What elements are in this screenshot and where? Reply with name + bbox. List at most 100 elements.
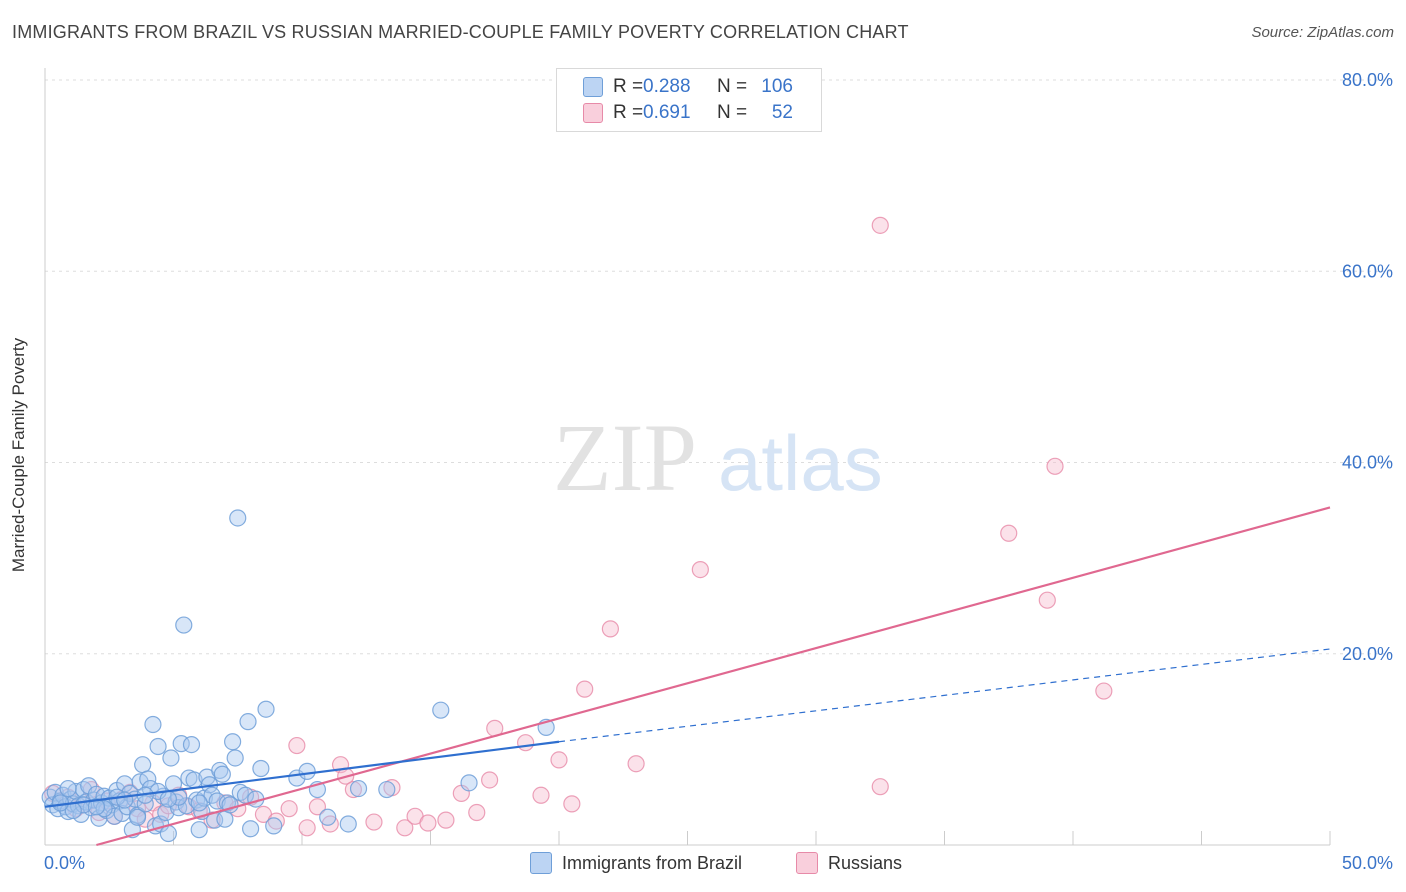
russians-point [871,216,889,234]
russians-point [516,734,535,752]
russians-point [532,786,550,804]
watermark-atlas: atlas [718,419,883,507]
legend-n-label: N = [717,76,748,97]
bottom-legend-brazil: Immigrants from Brazil [530,852,742,874]
brazil-point [298,762,316,780]
brazil-point [51,794,70,812]
tick-labels: 20.0% 40.0% 60.0% 80.0% 0.0% 50.0% [44,70,1393,873]
watermark-zip: ZIP [553,404,697,511]
y-tick-label: 60.0% [1342,261,1393,281]
brazil-point [242,820,260,838]
brazil-point [257,700,275,718]
brazil-point [460,774,478,792]
russians-point [1095,682,1113,700]
brazil-point [349,779,368,798]
legend-r-label: R = [613,102,644,123]
russians-point [267,812,285,830]
source-label: Source: ZipAtlas.com [1251,24,1394,41]
legend-r-label: R = [613,76,644,97]
russians-points [44,216,1113,837]
legend-swatch-blue [583,77,603,97]
brazil-point [136,795,154,813]
gridlines [45,79,1395,655]
brazil-point [190,794,208,812]
legend-swatch-pink [583,103,603,123]
russians-point [691,560,709,579]
brazil-trend-line [44,740,560,808]
russians-point [298,819,316,837]
brazil-point [157,803,175,822]
axes [44,68,1331,846]
brazil-point [144,715,162,734]
russians-point [396,819,414,837]
y-tick-label: 80.0% [1342,70,1393,90]
russians-point [288,736,306,755]
watermark: ZIP atlas [553,404,883,511]
brazil-trend-extension [558,648,1331,743]
russians-point [550,751,568,769]
brazil-point [182,735,201,754]
brazil-point [224,733,242,751]
chart-title: IMMIGRANTS FROM BRAZIL VS RUSSIAN MARRIE… [12,22,909,42]
brazil-point [190,821,208,839]
russians-point [280,800,298,818]
brazil-point [432,701,450,719]
legend-n-label: N = [717,102,748,123]
russians-point [419,814,437,832]
legend-n-value: 52 [771,102,793,123]
brazil-point [339,815,357,833]
russians-point [1038,591,1056,609]
russians-point [365,813,383,831]
brazil-points [41,509,555,843]
legend-n-value: 106 [761,76,793,97]
brazil-point [134,756,152,774]
brazil-point [226,749,244,767]
russians-point [627,755,645,773]
y-axis-label: Married-Couple Family Poverty [9,337,28,573]
legend-row-russians: R = 0.691 N = 52 [583,101,793,125]
brazil-point [116,791,134,809]
legend-r-value: 0.288 [643,76,691,97]
bottom-swatch-pink [796,852,818,874]
brazil-point [231,783,249,802]
russians-point [437,811,455,829]
bottom-swatch-blue [530,852,552,874]
x-tick-label: 50.0% [1342,853,1393,873]
russians-point [308,798,327,816]
brazil-point [208,792,226,810]
brazil-point [239,713,257,731]
legend-row-brazil: R = 0.288 N = 106 [583,75,793,99]
x-tick-label: 0.0% [44,853,85,873]
brazil-point [87,798,106,816]
brazil-point [252,759,270,778]
russians-point [576,680,594,698]
y-tick-label: 20.0% [1342,644,1393,664]
legend-r-value: 0.691 [643,102,691,123]
russians-point [563,795,581,813]
brazil-point [213,765,231,783]
russians-point [1000,524,1018,542]
brazil-point [128,808,147,826]
brazil-point [175,616,193,634]
russians-point [871,778,889,796]
brazil-point [265,817,283,835]
brazil-point [59,779,77,798]
stats-legend: R = 0.288 N = 106 R = 0.691 N = 52 [556,68,822,132]
russians-point [601,620,620,638]
russians-point [481,771,499,789]
brazil-point [139,770,157,788]
brazil-point [378,780,396,799]
russians-point [321,815,339,833]
brazil-point [319,808,337,826]
trend-lines [44,506,1331,847]
y-tick-label: 40.0% [1342,453,1393,473]
russians-point [468,803,486,822]
brazil-point [159,790,177,808]
bottom-legend-label: Russians [828,852,903,873]
brazil-point [216,810,234,828]
brazil-point [149,737,167,756]
russians-point [344,780,362,799]
bottom-legend-label: Immigrants from Brazil [562,852,743,873]
brazil-point [162,749,180,767]
